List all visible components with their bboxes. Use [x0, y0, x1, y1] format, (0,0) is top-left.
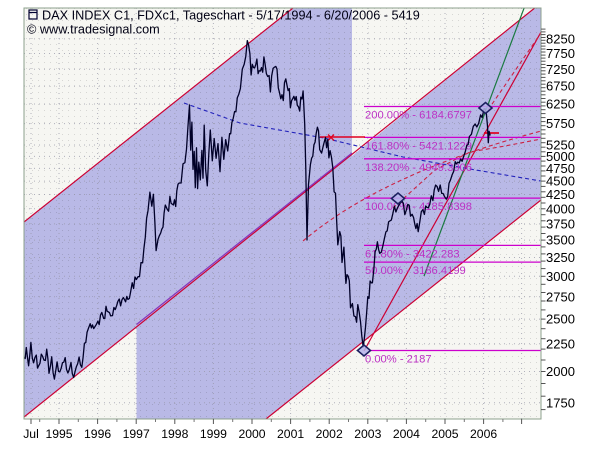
svg-text:0.00% - 2187: 0.00% - 2187: [365, 354, 432, 366]
svg-text:2006: 2006: [470, 427, 497, 441]
svg-text:2003: 2003: [354, 427, 381, 441]
svg-text:© www.tradesignal.com: © www.tradesignal.com: [27, 23, 160, 37]
svg-text:4000: 4000: [546, 201, 575, 216]
svg-text:5250: 5250: [546, 138, 575, 153]
svg-text:100.00% - 4185.8398: 100.00% - 4185.8398: [365, 201, 472, 213]
svg-text:138.20% - 4949.3906: 138.20% - 4949.3906: [365, 162, 472, 174]
svg-text:2004: 2004: [393, 427, 420, 441]
svg-text:2002: 2002: [316, 427, 343, 441]
svg-text:2250: 2250: [546, 336, 575, 351]
svg-text:4250: 4250: [546, 187, 575, 202]
svg-text:2000: 2000: [238, 427, 265, 441]
svg-text:2005: 2005: [431, 427, 458, 441]
svg-text:6250: 6250: [546, 97, 575, 112]
svg-text:1997: 1997: [123, 427, 150, 441]
svg-text:1998: 1998: [161, 427, 188, 441]
svg-text:5000: 5000: [546, 149, 575, 164]
svg-text:1995: 1995: [45, 427, 72, 441]
svg-text:2000: 2000: [546, 364, 575, 379]
svg-text:2500: 2500: [546, 312, 575, 327]
svg-text:1996: 1996: [84, 427, 111, 441]
svg-text:3500: 3500: [546, 233, 575, 248]
svg-text:3750: 3750: [546, 217, 575, 232]
svg-text:1999: 1999: [200, 427, 227, 441]
svg-text:200.00% - 6184.6797: 200.00% - 6184.6797: [365, 110, 472, 122]
svg-text:161.80% - 5421.1229: 161.80% - 5421.1229: [365, 140, 472, 152]
svg-text:50.00% - 3186.4199: 50.00% - 3186.4199: [365, 265, 466, 277]
svg-text:8250: 8250: [546, 32, 575, 47]
svg-text:4500: 4500: [546, 174, 575, 189]
svg-text:3000: 3000: [546, 269, 575, 284]
svg-text:DAX INDEX C1, FDXc1, Tageschar: DAX INDEX C1, FDXc1, Tageschart - 5/17/1…: [42, 9, 420, 23]
svg-text:61.80% - 3422.283: 61.80% - 3422.283: [365, 248, 460, 260]
svg-text:1750: 1750: [546, 395, 575, 410]
svg-text:2001: 2001: [277, 427, 304, 441]
svg-text:4750: 4750: [546, 161, 575, 176]
svg-text:5750: 5750: [546, 116, 575, 131]
svg-text:6750: 6750: [546, 79, 575, 94]
svg-text:7250: 7250: [546, 62, 575, 77]
svg-text:2750: 2750: [546, 289, 575, 304]
svg-text:3250: 3250: [546, 250, 575, 265]
svg-text:Jul: Jul: [23, 427, 39, 441]
svg-text:7750: 7750: [546, 46, 575, 61]
